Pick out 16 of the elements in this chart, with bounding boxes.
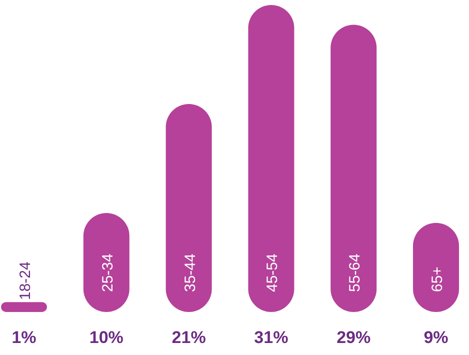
x-tick-label: 25-34 <box>99 254 116 292</box>
bar <box>1 302 47 312</box>
bar <box>330 24 377 312</box>
x-tick-label: 35-44 <box>182 254 199 292</box>
data-label: 10% <box>89 328 124 347</box>
data-label: 1% <box>12 328 36 347</box>
x-tick-label: 65+ <box>429 266 446 292</box>
data-label: 21% <box>172 328 206 347</box>
data-label: 29% <box>336 328 371 347</box>
data-label: 9% <box>424 328 448 347</box>
x-tick-label: 45-54 <box>264 254 282 292</box>
data-label: 31% <box>254 328 288 347</box>
bar <box>166 104 212 312</box>
x-tick-label: 18-24 <box>17 262 34 300</box>
bar <box>248 5 294 312</box>
x-tick-label: 55-64 <box>346 254 364 292</box>
